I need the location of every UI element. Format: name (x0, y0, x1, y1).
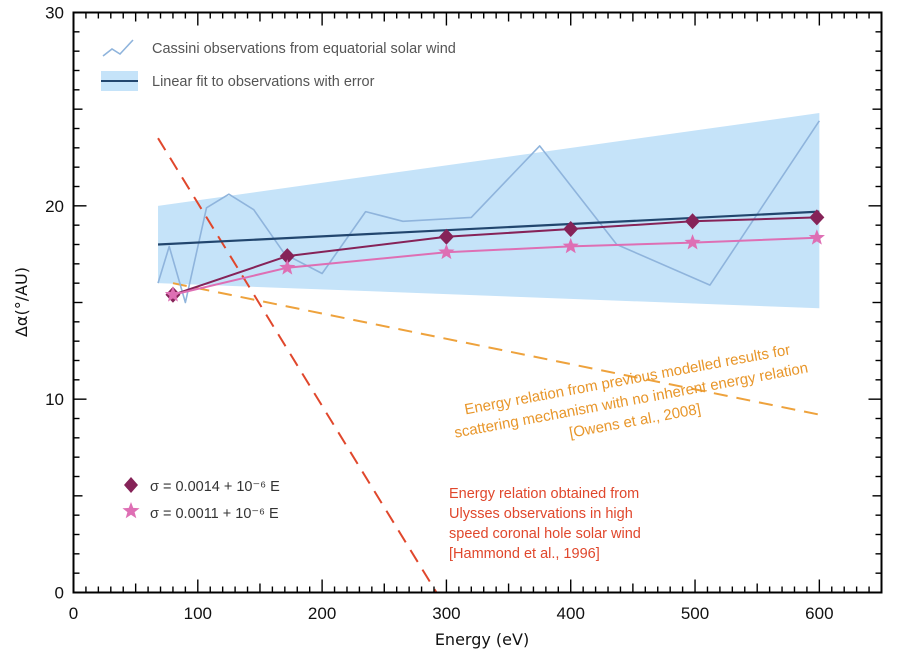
y-tick-label: 0 (55, 584, 64, 603)
marker-legend-sigma2: σ = 0.0011 + 10⁻⁶ E (150, 506, 279, 522)
x-axis-title: Energy (eV) (435, 630, 529, 649)
x-tick-label: 300 (432, 604, 460, 623)
y-axis-title: Δα(°/AU) (12, 267, 31, 337)
x-tick-label: 0 (69, 604, 78, 623)
x-tick-label: 200 (308, 604, 336, 623)
marker-legend-diamond-icon (124, 477, 138, 493)
y-tick-label: 20 (45, 197, 64, 216)
hammond-annotation-line-3: speed coronal hole solar wind (449, 526, 641, 542)
owens-annotation: Energy relation from previous modelled r… (449, 339, 813, 463)
x-tick-label: 100 (184, 604, 212, 623)
y-tick-label: 30 (45, 4, 64, 23)
fit-error-band (158, 113, 819, 308)
marker-legend-star-icon (122, 502, 139, 518)
marker-legend-sigma1: σ = 0.0014 + 10⁻⁶ E (150, 479, 280, 495)
x-tick-label: 500 (681, 604, 709, 623)
x-tick-label: 600 (805, 604, 833, 623)
legend-obs-swatch (103, 40, 133, 56)
legend: Cassini observations from equatorial sol… (101, 40, 456, 91)
hammond-annotation-line-2: Ulysses observations in high (449, 506, 633, 522)
legend-fit-label: Linear fit to observations with error (152, 74, 375, 90)
hammond-annotation-line-4: [Hammond et al., 1996] (449, 546, 600, 562)
hammond-annotation-line-1: Energy relation obtained from (449, 486, 639, 502)
y-tick-label: 10 (45, 390, 64, 409)
error-band-layer (158, 113, 819, 308)
marker-legend: σ = 0.0014 + 10⁻⁶ E σ = 0.0011 + 10⁻⁶ E (122, 477, 280, 522)
legend-obs-label: Cassini observations from equatorial sol… (152, 41, 456, 57)
x-tick-label: 400 (557, 604, 585, 623)
hammond-annotation: Energy relation obtained from Ulysses ob… (449, 486, 641, 562)
